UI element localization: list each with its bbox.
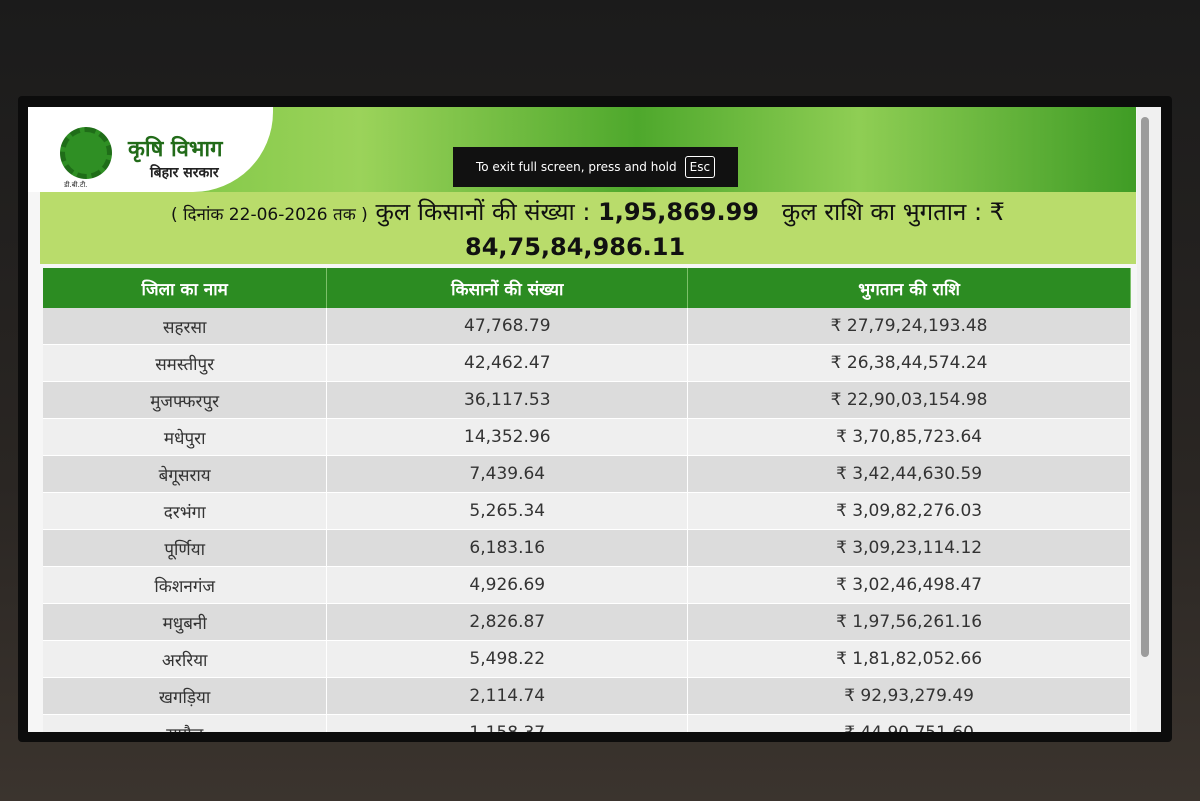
table-cell: मुजफ्फरपुर xyxy=(43,381,328,419)
column-header: किसानों की संख्या xyxy=(326,268,689,308)
table-row: मधुबनी 2,826.87 ₹ 1,97,56,261.16 xyxy=(43,603,1131,641)
table-cell: 7,439.64 xyxy=(326,455,689,493)
table-cell: अररिया xyxy=(43,640,328,678)
logo-subtitle: बिहार सरकार xyxy=(150,165,219,181)
screen: कृषि विभाग बिहार सरकार डी.बी.टी. To exit… xyxy=(28,107,1161,732)
fullscreen-notice: To exit full screen, press and hold Esc xyxy=(453,147,738,187)
table-row: किशनगंज 4,926.69 ₹ 3,02,46,498.47 xyxy=(43,566,1131,604)
table-cell: ₹ 1,97,56,261.16 xyxy=(687,603,1131,641)
logo-badge: डी.बी.टी. xyxy=(64,181,88,189)
table-row: बेगूसराय 7,439.64 ₹ 3,42,44,630.59 xyxy=(43,455,1131,493)
date-note: ( दिनांक 22-06-2026 तक ) xyxy=(171,205,368,225)
table-cell: खगड़िया xyxy=(43,677,328,715)
table-cell: 6,183.16 xyxy=(326,529,689,567)
table-row: अररिया 5,498.22 ₹ 1,81,82,052.66 xyxy=(43,640,1131,678)
table-row: खगड़िया 2,114.74 ₹ 92,93,279.49 xyxy=(43,677,1131,715)
table-cell: ₹ 3,42,44,630.59 xyxy=(687,455,1131,493)
logo-icon xyxy=(60,127,112,179)
logo-title: कृषि विभाग xyxy=(128,137,223,162)
table-cell: सुपौल xyxy=(43,714,328,732)
table-header: जिला का नाम किसानों की संख्या भुगतान की रा… xyxy=(43,268,1131,308)
table-row: सुपौल1,158.37₹ 44,90,751.60 xyxy=(43,714,1131,732)
table-cell: 1,158.37 xyxy=(326,714,689,732)
farmers-total: 1,95,869.99 xyxy=(598,198,760,226)
table-cell: सहरसा xyxy=(43,308,328,345)
farmers-label: कुल किसानों की संख्या : xyxy=(375,198,591,226)
table-cell: ₹ 3,02,46,498.47 xyxy=(687,566,1131,604)
table-cell: ₹ 3,09,82,276.03 xyxy=(687,492,1131,530)
table-cell: 2,114.74 xyxy=(326,677,689,715)
table-cell: 5,498.22 xyxy=(326,640,689,678)
logo-area: कृषि विभाग बिहार सरकार डी.बी.टी. xyxy=(28,107,273,192)
scrollbar-thumb[interactable] xyxy=(1141,117,1149,657)
table-cell: ₹ 26,38,44,574.24 xyxy=(687,344,1131,382)
payment-total: 84,75,84,986.11 xyxy=(465,233,686,261)
notice-key: Esc xyxy=(684,156,716,178)
column-header: भुगतान की राशि xyxy=(687,268,1131,308)
banner: कृषि विभाग बिहार सरकार डी.बी.टी. To exit… xyxy=(28,107,1136,192)
district-table: जिला का नाम किसानों की संख्या भुगतान की रा… xyxy=(43,268,1131,732)
table-cell: बेगूसराय xyxy=(43,455,328,493)
table-body: सहरसा 47,768.79 ₹ 27,79,24,193.48 समस्तीपुर… xyxy=(43,308,1131,732)
table-cell: मधेपुरा xyxy=(43,418,328,456)
table-row: दरभंगा 5,265.34 ₹ 3,09,82,276.03 xyxy=(43,492,1131,530)
table-row: पूर्णिया 6,183.16 ₹ 3,09,23,114.12 xyxy=(43,529,1131,567)
table-cell: ₹ 3,09,23,114.12 xyxy=(687,529,1131,567)
table-cell: 42,462.47 xyxy=(326,344,689,382)
table-cell: मधुबनी xyxy=(43,603,328,641)
table-cell: पूर्णिया xyxy=(43,529,328,567)
table-row: सहरसा 47,768.79 ₹ 27,79,24,193.48 xyxy=(43,308,1131,345)
table-cell: ₹ 27,79,24,193.48 xyxy=(687,308,1131,345)
table-row: समस्तीपुर 42,462.47 ₹ 26,38,44,574.24 xyxy=(43,344,1131,382)
table-cell: ₹ 1,81,82,052.66 xyxy=(687,640,1131,678)
table-cell: 2,826.87 xyxy=(326,603,689,641)
table-cell: 4,926.69 xyxy=(326,566,689,604)
table-cell: ₹ 92,93,279.49 xyxy=(687,677,1131,715)
table-cell: समस्तीपुर xyxy=(43,344,328,382)
table-cell: 36,117.53 xyxy=(326,381,689,419)
table-cell: ₹ 44,90,751.60 xyxy=(687,714,1131,732)
table-cell: 47,768.79 xyxy=(326,308,689,345)
table-cell: ₹ 22,90,03,154.98 xyxy=(687,381,1131,419)
notice-text: To exit full screen, press and hold xyxy=(475,160,677,174)
table-cell: किशनगंज xyxy=(43,566,328,604)
table-cell: 5,265.34 xyxy=(326,492,689,530)
table-row: मुजफ्फरपुर 36,117.53 ₹ 22,90,03,154.98 xyxy=(43,381,1131,419)
table-cell: दरभंगा xyxy=(43,492,328,530)
table-row: मधेपुरा 14,352.96 ₹ 3,70,85,723.64 xyxy=(43,418,1131,456)
table-cell: 14,352.96 xyxy=(326,418,689,456)
summary-band: ( दिनांक 22-06-2026 तक ) कुल किसानों की … xyxy=(40,192,1136,264)
table-cell: ₹ 3,70,85,723.64 xyxy=(687,418,1131,456)
column-header: जिला का नाम xyxy=(43,268,328,308)
payment-label: कुल राशि का भुगतान : ₹ xyxy=(781,198,1005,226)
